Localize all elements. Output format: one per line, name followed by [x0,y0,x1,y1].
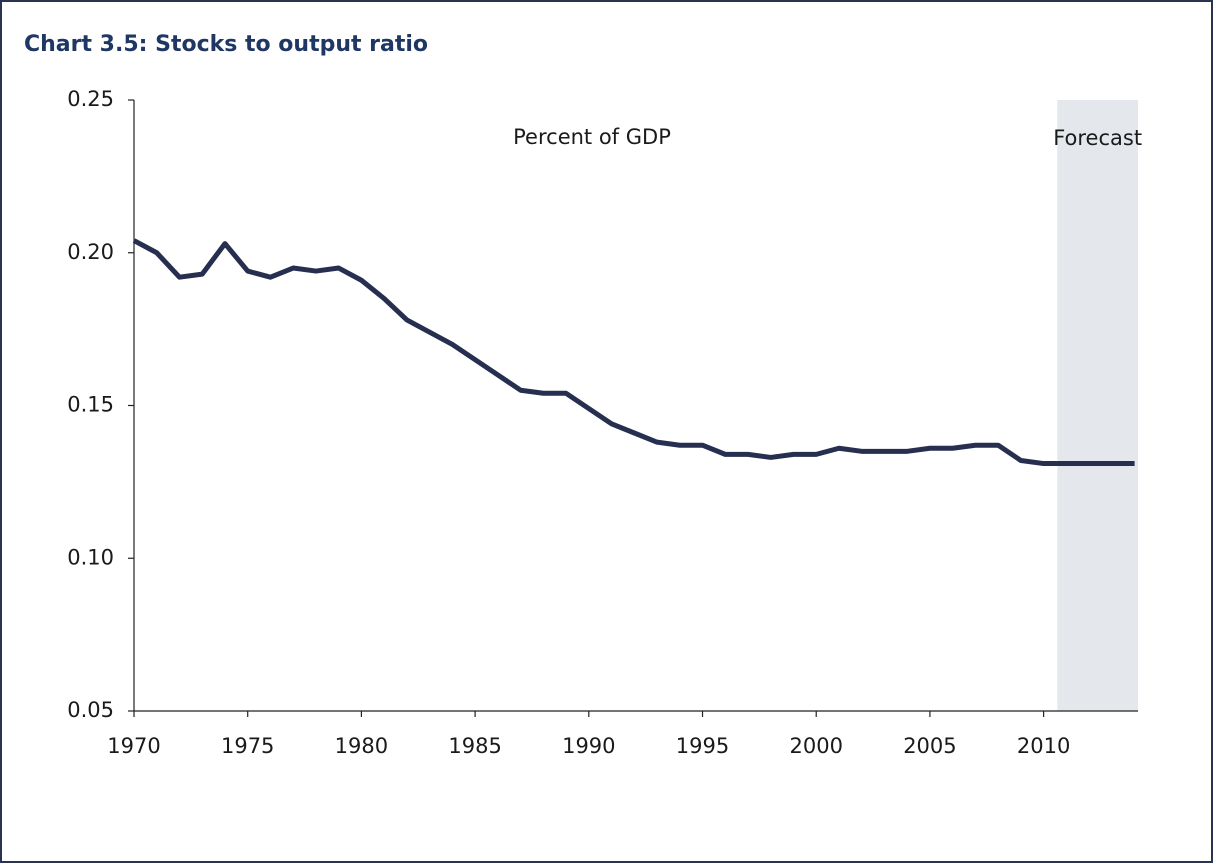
y-tick-label: 0.10 [67,545,114,569]
x-tick-label: 2010 [1017,734,1070,758]
x-tick-label: 1970 [107,734,160,758]
x-tick-label: 2000 [789,734,842,758]
y-tick-label: 0.15 [67,393,114,417]
x-tick-label: 2005 [903,734,956,758]
annotation: Percent of GDP [513,125,671,149]
y-tick-label: 0.25 [67,87,114,111]
y-tick-label: 0.05 [67,698,114,722]
x-tick-label: 1995 [676,734,729,758]
forecast-shade [1057,100,1138,711]
chart-title: Chart 3.5: Stocks to output ratio [24,32,428,57]
x-tick-label: 1975 [221,734,274,758]
series-line [132,238,1135,467]
forecast-label: Forecast [1053,126,1142,150]
x-tick-label: 1990 [562,734,615,758]
y-tick-label: 0.20 [67,240,114,264]
x-tick-label: 1980 [335,734,388,758]
x-tick-label: 1985 [448,734,501,758]
